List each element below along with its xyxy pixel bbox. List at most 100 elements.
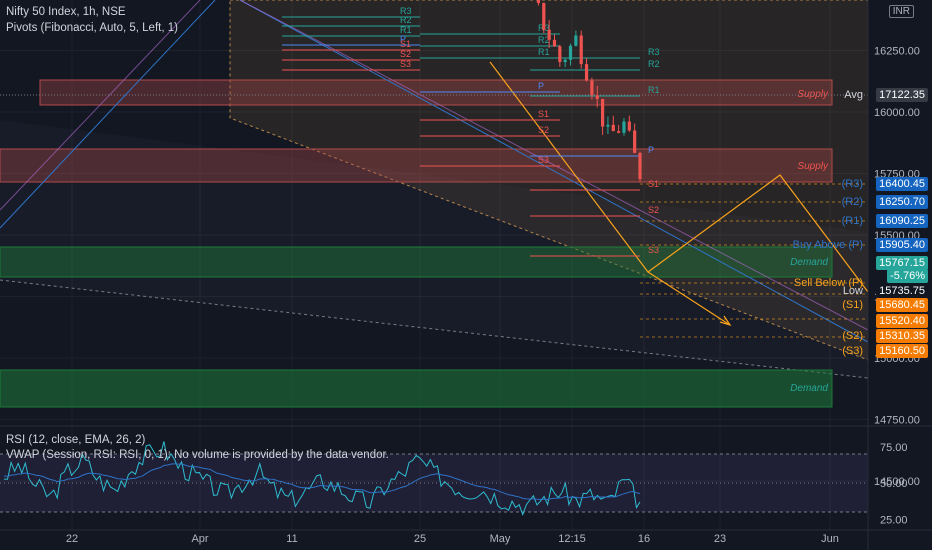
x-tick-label: 22 (66, 533, 78, 545)
candle (563, 59, 567, 63)
price-tag: 16250.70 (876, 195, 928, 209)
price-tag: 15520.40 (876, 314, 928, 328)
rsi-legend[interactable]: RSI (12, close, EMA, 26, 2) (6, 434, 146, 446)
level-label: (S3) (842, 345, 863, 357)
pivot-label: R1 (400, 25, 412, 35)
candle (606, 124, 610, 127)
channel-line (0, 279, 869, 379)
price-tag: 16400.45 (876, 177, 928, 191)
level-label: Low (842, 285, 863, 297)
y-tick-label: 14500.00 (874, 476, 920, 488)
level-label: (R2) (841, 196, 863, 208)
level-label: (R3) (841, 178, 863, 190)
x-tick-label: 12:15 (558, 533, 586, 545)
candle (542, 3, 546, 30)
x-tick-label: 23 (714, 533, 726, 545)
candle (611, 124, 615, 132)
candle (547, 29, 551, 40)
candle (579, 35, 583, 65)
pivot-label: S3 (400, 59, 411, 69)
pivot-label: P (538, 81, 544, 91)
rsi-ema-line (3, 463, 641, 501)
price-tag: 15160.50 (876, 344, 928, 358)
forecast-path (489, 61, 869, 293)
rsi-tick-label: 75.00 (880, 442, 908, 454)
trend-line-down-2 (239, 0, 869, 331)
pivot-label: S3 (648, 245, 659, 255)
pivot-label: S2 (648, 205, 659, 215)
x-tick-label: 16 (638, 533, 650, 545)
supply-zone (0, 148, 833, 183)
demand-label: Demand (790, 257, 828, 268)
x-tick-label: 25 (414, 533, 426, 545)
candle (574, 35, 578, 46)
level-label: (R1) (841, 215, 863, 227)
candle (568, 45, 573, 60)
pivot-label: R2 (400, 15, 412, 25)
pivot-label: S2 (538, 125, 549, 135)
level-label: Sell Below (P) (793, 277, 863, 289)
candle (595, 95, 599, 99)
level-label: Buy Above (P) (792, 239, 863, 251)
pivot-label: S1 (400, 39, 411, 49)
vwap-legend[interactable]: VWAP (Session, RSI: RSI, 0, 1): No volum… (6, 449, 389, 461)
rsi-tick-label: 50.00 (880, 478, 908, 490)
demand-zone (0, 246, 833, 278)
candle (600, 98, 605, 127)
pivots-legend[interactable]: Pivots (Fibonacci, Auto, 5, Left, 1) (6, 22, 178, 34)
candle (558, 46, 562, 63)
level-label: Avg (844, 89, 863, 101)
level-label: (S2) (842, 330, 863, 342)
pivot-label: R3 (400, 6, 412, 16)
trend-line-down (239, 0, 869, 343)
x-tick-label: 11 (286, 533, 297, 545)
candle (627, 121, 631, 131)
y-tick-label: 16250.00 (874, 46, 920, 58)
lower-channel (0, 120, 868, 378)
symbol-legend[interactable]: Nifty 50 Index, 1h, NSE (6, 6, 126, 18)
candle (622, 121, 626, 133)
demand-label-lower: Demand (790, 383, 828, 394)
price-tag: 16090.25 (876, 214, 928, 228)
price-tag: -5.76% (887, 269, 928, 283)
candle (590, 80, 594, 96)
pivot-label: R1 (648, 85, 660, 95)
currency-badge[interactable]: INR (888, 5, 914, 18)
x-tick-label: Apr (191, 533, 208, 545)
y-tick-label: 16000.00 (874, 107, 920, 119)
pivot-label: S3 (538, 155, 549, 165)
candle (552, 39, 557, 47)
candle (617, 131, 621, 133)
candle (633, 130, 637, 153)
candle (638, 152, 642, 180)
price-tag: 17122.35 (876, 88, 928, 102)
trend-line-up (0, 0, 216, 229)
price-tag: 15735.75 (876, 284, 928, 298)
pivot-label: S1 (538, 109, 549, 119)
price-tag: 15680.45 (876, 298, 928, 312)
price-tag: 15310.35 (876, 329, 928, 343)
pivot-label: P (400, 34, 406, 44)
price-tag: 15767.15 (876, 256, 928, 270)
pivot-label: R3 (648, 47, 660, 57)
pivot-label: S2 (400, 49, 411, 59)
forecast-arrow (647, 271, 731, 326)
demand-zone-lower (0, 369, 833, 408)
pivot-label: P (648, 145, 654, 155)
candle (536, 0, 541, 4)
price-tag: 15905.40 (876, 238, 928, 252)
rsi-band (0, 454, 868, 512)
rsi-line (3, 441, 641, 516)
trend-line-up-2 (0, 0, 201, 211)
pivot-label: R1 (538, 47, 550, 57)
y-tick-label: 14750.00 (874, 415, 920, 427)
x-tick-label: May (490, 533, 511, 545)
supply-label: Supply (797, 161, 829, 172)
pivot-label: R2 (648, 59, 660, 69)
candle (584, 64, 589, 81)
rsi-tick-label: 25.00 (880, 514, 908, 526)
x-tick-label: Jun (821, 533, 839, 545)
level-label: (S1) (842, 299, 863, 311)
pivot-label: R2 (538, 35, 550, 45)
